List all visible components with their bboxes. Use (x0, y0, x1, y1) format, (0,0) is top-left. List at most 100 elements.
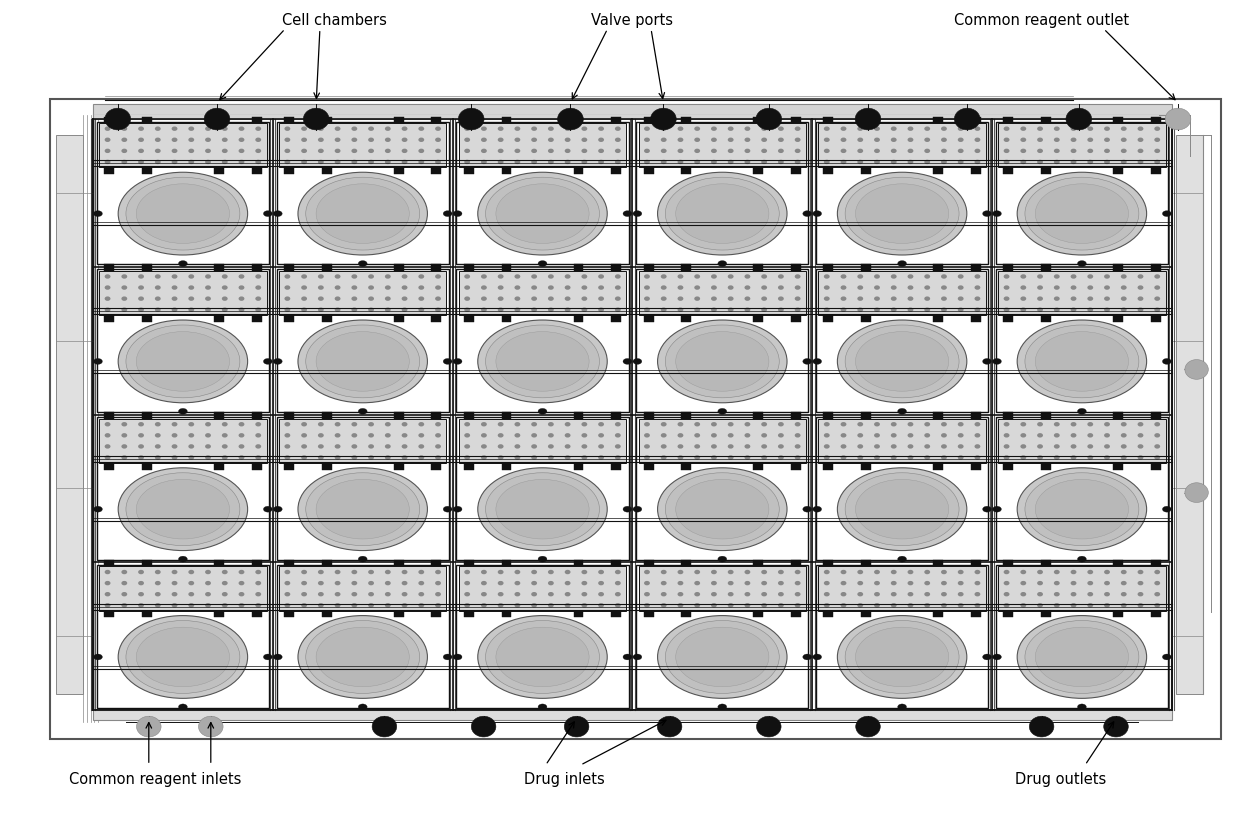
Bar (971, 463, 981, 470)
Ellipse shape (711, 433, 717, 438)
Ellipse shape (531, 308, 537, 312)
Ellipse shape (255, 433, 262, 438)
Ellipse shape (238, 422, 244, 426)
Ellipse shape (615, 286, 621, 290)
Ellipse shape (155, 138, 161, 142)
Bar (644, 412, 653, 419)
Ellipse shape (857, 286, 863, 290)
Ellipse shape (874, 160, 880, 164)
Ellipse shape (284, 592, 290, 596)
Ellipse shape (857, 274, 863, 278)
Ellipse shape (497, 456, 503, 460)
Ellipse shape (1054, 592, 1060, 596)
Bar (215, 315, 223, 322)
Ellipse shape (644, 592, 650, 596)
Ellipse shape (1070, 296, 1076, 300)
Ellipse shape (531, 274, 537, 278)
Ellipse shape (435, 296, 441, 300)
Ellipse shape (531, 433, 537, 438)
Ellipse shape (761, 286, 768, 290)
Ellipse shape (728, 433, 734, 438)
Ellipse shape (481, 296, 487, 300)
Ellipse shape (138, 422, 144, 426)
Bar (823, 264, 833, 271)
Ellipse shape (138, 138, 144, 142)
Ellipse shape (255, 581, 262, 585)
Ellipse shape (402, 126, 408, 131)
Ellipse shape (1070, 138, 1076, 142)
Ellipse shape (402, 274, 408, 278)
Ellipse shape (118, 172, 248, 255)
Ellipse shape (453, 211, 463, 217)
Ellipse shape (622, 211, 632, 217)
Ellipse shape (823, 581, 830, 585)
Bar (252, 117, 262, 123)
Bar (1042, 167, 1050, 174)
Ellipse shape (104, 274, 110, 278)
Bar (432, 463, 441, 470)
Bar (104, 167, 114, 174)
Ellipse shape (857, 456, 863, 460)
Ellipse shape (558, 108, 583, 130)
Ellipse shape (122, 422, 128, 426)
Ellipse shape (582, 138, 588, 142)
Ellipse shape (777, 433, 784, 438)
Ellipse shape (138, 160, 144, 164)
Ellipse shape (481, 422, 487, 426)
Ellipse shape (1017, 172, 1147, 255)
Ellipse shape (1037, 126, 1043, 131)
Ellipse shape (582, 149, 588, 153)
Ellipse shape (298, 172, 428, 255)
Ellipse shape (657, 468, 787, 551)
Ellipse shape (497, 126, 503, 131)
Ellipse shape (761, 126, 768, 131)
Ellipse shape (644, 603, 650, 608)
Bar (99, 123, 267, 167)
Bar (143, 560, 151, 566)
Ellipse shape (1070, 160, 1076, 164)
Ellipse shape (384, 138, 391, 142)
Bar (93, 104, 1172, 119)
Ellipse shape (335, 456, 341, 460)
Ellipse shape (890, 592, 897, 596)
Ellipse shape (335, 444, 341, 448)
Ellipse shape (481, 592, 487, 596)
Bar (104, 315, 114, 322)
Ellipse shape (582, 581, 588, 585)
Ellipse shape (136, 627, 229, 686)
Ellipse shape (694, 296, 701, 300)
Ellipse shape (564, 149, 570, 153)
Ellipse shape (1078, 408, 1086, 415)
Ellipse shape (548, 581, 554, 585)
Ellipse shape (284, 456, 290, 460)
Ellipse shape (975, 296, 981, 300)
Ellipse shape (823, 160, 830, 164)
Ellipse shape (676, 627, 769, 686)
Ellipse shape (402, 422, 408, 426)
Bar (1042, 315, 1050, 322)
Ellipse shape (1021, 149, 1027, 153)
Bar (279, 271, 446, 315)
Bar (464, 117, 474, 123)
Ellipse shape (677, 422, 683, 426)
Ellipse shape (1087, 274, 1094, 278)
Ellipse shape (676, 479, 769, 539)
Ellipse shape (351, 149, 357, 153)
Bar (277, 122, 449, 264)
Ellipse shape (372, 716, 397, 737)
Ellipse shape (941, 308, 947, 312)
Ellipse shape (644, 570, 650, 574)
Ellipse shape (694, 286, 701, 290)
Ellipse shape (205, 581, 211, 585)
Bar (998, 123, 1166, 167)
Bar (639, 419, 806, 463)
Ellipse shape (1003, 160, 1009, 164)
Ellipse shape (622, 654, 632, 660)
Ellipse shape (718, 260, 727, 267)
Ellipse shape (957, 274, 963, 278)
Ellipse shape (975, 126, 981, 131)
Ellipse shape (538, 260, 547, 267)
Ellipse shape (418, 433, 424, 438)
Ellipse shape (548, 433, 554, 438)
Ellipse shape (711, 138, 717, 142)
